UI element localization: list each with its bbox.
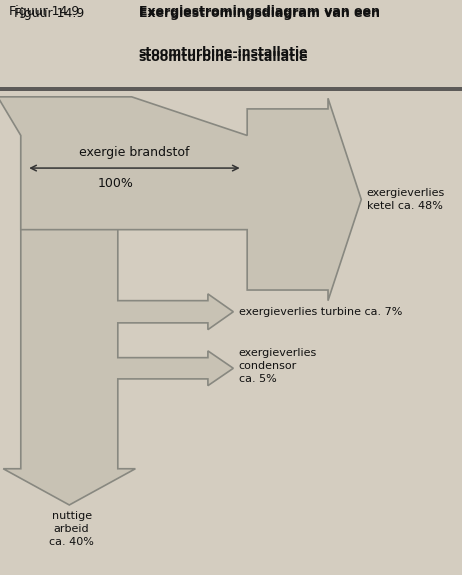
- Text: nuttige
arbeid
ca. 40%: nuttige arbeid ca. 40%: [49, 511, 94, 547]
- Text: exergieverlies
condensor
ca. 5%: exergieverlies condensor ca. 5%: [239, 348, 317, 384]
- Text: stoomturbine-installatie: stoomturbine-installatie: [139, 46, 308, 59]
- Text: exergie brandstof: exergie brandstof: [79, 147, 189, 159]
- Text: stoomturbine-installatie: stoomturbine-installatie: [139, 51, 308, 64]
- Text: exergieverlies turbine ca. 7%: exergieverlies turbine ca. 7%: [239, 307, 402, 317]
- Text: Exergiestromingsdiagram van een: Exergiestromingsdiagram van een: [139, 5, 380, 18]
- Text: Figuur 14.9: Figuur 14.9: [14, 7, 84, 20]
- Text: exergieverlies
ketel ca. 48%: exergieverlies ketel ca. 48%: [367, 188, 445, 211]
- Text: Exergiestromingsdiagram van een: Exergiestromingsdiagram van een: [139, 7, 380, 20]
- Text: 100%: 100%: [97, 177, 134, 190]
- Polygon shape: [0, 97, 361, 301]
- Text: Figuur 14.9: Figuur 14.9: [9, 5, 79, 18]
- Polygon shape: [3, 136, 233, 505]
